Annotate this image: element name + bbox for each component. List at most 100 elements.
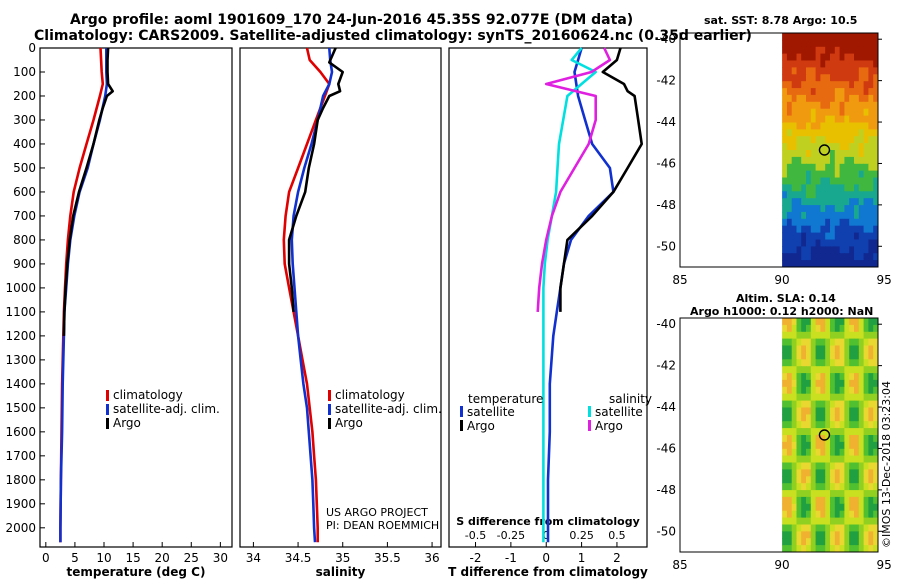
map-cell — [873, 483, 879, 491]
series-line-argo_salinity — [536, 47, 612, 312]
map-cell — [868, 428, 874, 436]
map-cell — [858, 510, 865, 519]
map-cell — [820, 441, 826, 450]
map-cell — [791, 115, 797, 123]
map-cell — [863, 122, 869, 130]
map-cell — [786, 115, 793, 123]
map-cell — [844, 129, 850, 137]
map-cell — [863, 345, 869, 353]
map-cell — [849, 191, 855, 199]
map-cell — [868, 469, 874, 477]
map-cell — [849, 260, 855, 268]
map-cell — [801, 39, 807, 48]
map-cell — [839, 476, 845, 484]
map-cell — [825, 455, 831, 463]
y-tick-label: 1500 — [5, 401, 36, 415]
map-cell — [830, 373, 836, 381]
map-cell — [849, 136, 855, 144]
map-cell — [782, 94, 788, 103]
map-cell — [786, 345, 793, 353]
map-cell — [854, 517, 860, 525]
map-cell — [844, 455, 850, 463]
map-cell — [844, 428, 850, 436]
map-cell — [839, 218, 845, 227]
map-cell — [854, 331, 860, 340]
map-cell — [844, 115, 850, 123]
map-cell — [825, 53, 831, 61]
map-cell — [830, 115, 836, 123]
map-cell — [844, 198, 850, 206]
map-cell — [849, 531, 855, 539]
map-cell — [849, 46, 855, 55]
map-cell — [815, 407, 821, 415]
map-cell — [815, 331, 821, 340]
map-cell — [801, 531, 807, 539]
map-cell — [782, 455, 788, 463]
map-cell — [863, 129, 869, 137]
map-cell — [786, 517, 793, 525]
map-cell — [791, 88, 797, 96]
map-cell — [796, 156, 802, 165]
map-cell — [834, 421, 841, 429]
map-cell — [834, 94, 841, 103]
map-cell — [820, 211, 826, 220]
map-cell — [806, 476, 812, 484]
map-cell — [868, 407, 874, 415]
lon-tick-label: 85 — [672, 273, 687, 287]
map-cell — [810, 136, 817, 144]
map-cell — [849, 94, 855, 103]
map-cell — [791, 67, 797, 75]
map-cell — [815, 352, 821, 360]
map-cell — [863, 352, 869, 360]
map-cell — [834, 53, 841, 61]
map-cell — [796, 122, 802, 130]
map-cell — [849, 33, 855, 41]
pi-label: PI: DEAN ROEMMICH — [326, 519, 439, 532]
map-cell — [839, 345, 845, 353]
map-cell — [810, 538, 817, 546]
map-cell — [806, 88, 812, 96]
map-cell — [868, 496, 874, 505]
map-cell — [834, 469, 841, 477]
map-cell — [796, 324, 802, 333]
map-cell — [849, 101, 855, 110]
lon-tick-label: 85 — [672, 558, 687, 572]
map-cell — [815, 400, 821, 408]
map-cell — [830, 225, 836, 234]
map-cell — [815, 496, 821, 505]
map-cell — [863, 538, 869, 546]
map-cell — [868, 67, 874, 75]
map-cell — [786, 136, 793, 144]
lat-tick-label: -48 — [656, 483, 676, 497]
map-cell — [863, 88, 869, 96]
map-cell — [830, 318, 836, 326]
map-cell — [858, 122, 865, 130]
map-cell — [810, 67, 817, 75]
map-cell — [796, 198, 802, 206]
map-cell — [782, 428, 788, 436]
legend-label: Argo — [113, 416, 141, 430]
map-cell — [844, 60, 850, 68]
map-cell — [825, 88, 831, 96]
map-cell — [801, 345, 807, 353]
map-cell — [873, 39, 879, 48]
map-cell — [863, 191, 869, 199]
map-cell — [820, 136, 826, 144]
map-cell — [806, 39, 812, 48]
map-cell — [786, 338, 793, 346]
map-cell — [825, 496, 831, 505]
map-cell — [834, 122, 841, 130]
map-cell — [834, 359, 841, 367]
map-cell — [786, 163, 793, 172]
map-cell — [796, 331, 802, 340]
map-cell — [820, 218, 826, 227]
map-cell — [844, 496, 850, 505]
map-cell — [810, 318, 817, 326]
map-cell — [873, 379, 879, 388]
map-cell — [868, 143, 874, 151]
map-cell — [863, 435, 869, 443]
map-cell — [815, 101, 821, 110]
map-cell — [782, 225, 788, 234]
legend-label: Argo — [595, 419, 623, 433]
map-cell — [834, 163, 841, 172]
